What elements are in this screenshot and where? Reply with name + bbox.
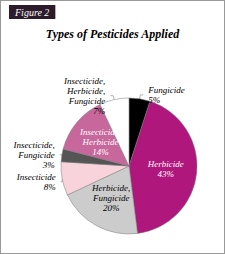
svg-text:Types of Pesticides Applied: Types of Pesticides Applied	[46, 27, 180, 41]
svg-text:Figure 2: Figure 2	[14, 7, 49, 18]
svg-text:Fungicide: Fungicide	[147, 85, 185, 95]
svg-text:Fungicide: Fungicide	[92, 193, 130, 203]
svg-text:5%: 5%	[148, 95, 160, 105]
svg-text:Insecticide,: Insecticide,	[13, 140, 55, 150]
svg-text:Insecticide,: Insecticide,	[63, 76, 105, 86]
svg-text:Herbicide: Herbicide	[147, 159, 184, 169]
svg-text:Insecticide: Insecticide	[16, 172, 56, 182]
svg-text:Insecticide,: Insecticide,	[79, 127, 121, 137]
svg-text:8%: 8%	[44, 182, 56, 192]
svg-text:Herbicide,: Herbicide,	[66, 86, 105, 96]
svg-text:20%: 20%	[103, 203, 120, 213]
svg-text:Herbicide,: Herbicide,	[91, 183, 130, 193]
svg-text:Fungicide: Fungicide	[68, 96, 106, 106]
svg-text:3%: 3%	[42, 160, 55, 170]
svg-text:43%: 43%	[158, 169, 175, 179]
svg-text:Herbicide: Herbicide	[81, 137, 118, 147]
svg-text:14%: 14%	[92, 147, 109, 157]
svg-text:7%: 7%	[93, 106, 105, 116]
svg-text:Fungicide: Fungicide	[17, 150, 55, 160]
